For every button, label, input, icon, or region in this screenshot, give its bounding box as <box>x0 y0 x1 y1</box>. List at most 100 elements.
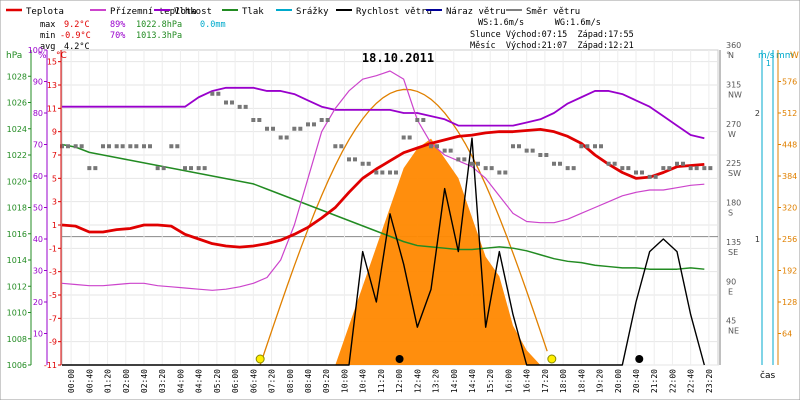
stats-avg-temp: 4.2°C <box>64 42 90 52</box>
wind-dir-tick-deg: 90 <box>726 277 736 286</box>
wind-direction-point <box>230 100 234 105</box>
wind-direction-point <box>407 135 412 140</box>
wind-direction-point <box>483 166 488 171</box>
legend: Teplota Přízemní teplota Vlhkost Tlak Sr… <box>6 7 580 17</box>
y-tick-label: 70 <box>33 141 43 150</box>
wind-direction-point <box>243 104 248 109</box>
wind-direction-point <box>524 148 529 153</box>
x-tick-label: 21:20 <box>650 369 659 393</box>
wind-direction-point <box>325 118 330 122</box>
y-tick-label: 1028 <box>7 72 27 81</box>
stats-max-hum: 89% <box>110 20 125 30</box>
x-tick-label: 00:00 <box>67 369 76 393</box>
solar-tick: 128 <box>782 298 797 307</box>
solar-tick: 384 <box>782 172 797 181</box>
x-tick-label: 15:20 <box>486 369 495 393</box>
wind-dir-tick-deg: 45 <box>726 317 736 326</box>
legend-label: Přízemní teplota <box>110 7 197 17</box>
axes-group: 00:00 00:40 01:20 02:00 02:40 03:20 04:00 04:40… <box>7 41 798 393</box>
sun-marker-icon <box>547 354 557 364</box>
wind-direction-point <box>128 144 133 149</box>
y-tick-label: 7 <box>52 151 57 160</box>
wind-direction-point <box>292 126 297 131</box>
x-tick-label: 10:40 <box>359 369 368 393</box>
wind-direction-point <box>257 118 262 122</box>
y-tick-label: 1010 <box>7 309 27 318</box>
wind-dir-tick-label: SE <box>728 248 738 257</box>
info-wind: WS:1.6m/s WG:1.6m/s <box>478 18 601 28</box>
wind-direction-point <box>489 166 494 171</box>
y-tick-label: 1006 <box>7 361 27 370</box>
wind-direction-point <box>87 166 92 171</box>
x-tick-label: 14:00 <box>450 369 459 393</box>
legend-label: Směr větru <box>526 7 580 17</box>
wind-dir-tick-label: E <box>728 287 733 296</box>
markers-group <box>255 354 644 364</box>
x-tick-label: 03:20 <box>158 369 167 393</box>
wind-direction-point <box>476 161 480 166</box>
wind-direction-point <box>224 100 228 105</box>
wind-direction-point <box>107 144 111 149</box>
wind-direction-point <box>284 135 289 140</box>
x-tick-label: 14:40 <box>468 369 477 393</box>
x-tick-label: 19:20 <box>596 369 605 393</box>
wind-dir-tick-deg: 180 <box>726 199 741 208</box>
y-tick-label: 1024 <box>7 125 27 134</box>
legend-label: Rychlost větru <box>356 7 432 17</box>
legend-item: Rychlost větru <box>336 7 432 17</box>
sun-marker-icon <box>255 354 265 364</box>
legend-label: Náraz větru <box>446 7 506 17</box>
x-tick-label: 07:20 <box>268 369 277 393</box>
x-tick-label: 02:00 <box>122 369 131 393</box>
wind-direction-point <box>319 118 324 122</box>
wind-direction-point <box>183 166 187 171</box>
wind-direction-point <box>265 126 269 131</box>
y-tick-label: 1008 <box>7 335 27 344</box>
wind-direction-point <box>79 144 84 149</box>
x-tick-label: 01:20 <box>104 369 113 393</box>
axis-header-w: W <box>790 51 799 61</box>
wind-direction-point <box>429 144 433 149</box>
series-ground-temperature <box>61 70 705 291</box>
x-tick-label: 12:40 <box>413 369 422 393</box>
x-tick-label: 02:40 <box>140 369 149 393</box>
rain-tick: 1 <box>766 59 771 68</box>
wind-direction-point <box>60 144 64 149</box>
solar-tick: 576 <box>782 78 797 87</box>
wind-direction-point <box>544 153 549 157</box>
wind-direction-point <box>401 135 406 140</box>
y-tick-label: 1020 <box>7 177 27 186</box>
y-tick-label: 100 <box>28 46 43 55</box>
wind-direction-point <box>237 104 242 109</box>
stats-min-label: min <box>40 31 55 41</box>
wind-direction-point <box>339 144 344 149</box>
solar-tick: 320 <box>782 204 797 213</box>
info-sun: Slunce Východ:07:15 Západ:17:55 <box>470 30 634 40</box>
x-tick-label: 00:40 <box>85 369 94 393</box>
wind-direction-point <box>688 166 693 171</box>
solar-area-group <box>62 88 705 366</box>
wind-direction-point <box>552 161 556 166</box>
axis-header-hpa: hPa <box>6 51 22 61</box>
info-moon: Měsíc Východ:21:07 Západ:12:21 <box>470 41 634 51</box>
legend-label: Tlak <box>242 7 264 17</box>
y-tick-label: 11 <box>47 104 57 113</box>
y-tick-label: -9 <box>49 338 57 347</box>
y-tick-label: 10 <box>33 330 43 339</box>
x-tick-label: 23:20 <box>705 369 714 393</box>
wind-direction-point <box>435 144 439 149</box>
wind-direction-point <box>708 166 713 171</box>
stats-min-temp: -0.9°C <box>60 31 91 41</box>
wind-direction-point <box>210 91 215 96</box>
y-tick-label: 9 <box>52 128 57 137</box>
x-tick-label: 06:00 <box>231 369 240 393</box>
wind-speed-tick: 1 <box>755 235 760 244</box>
y-tick-label: 1018 <box>7 204 27 213</box>
wind-direction-point <box>448 148 453 153</box>
moon-marker-icon <box>395 355 404 363</box>
legend-label: Srážky <box>296 7 329 17</box>
wind-direction-point <box>333 144 338 149</box>
wind-direction-point <box>530 148 535 153</box>
y-tick-label: 1014 <box>7 256 27 265</box>
x-tick-label: 09:20 <box>322 369 331 393</box>
